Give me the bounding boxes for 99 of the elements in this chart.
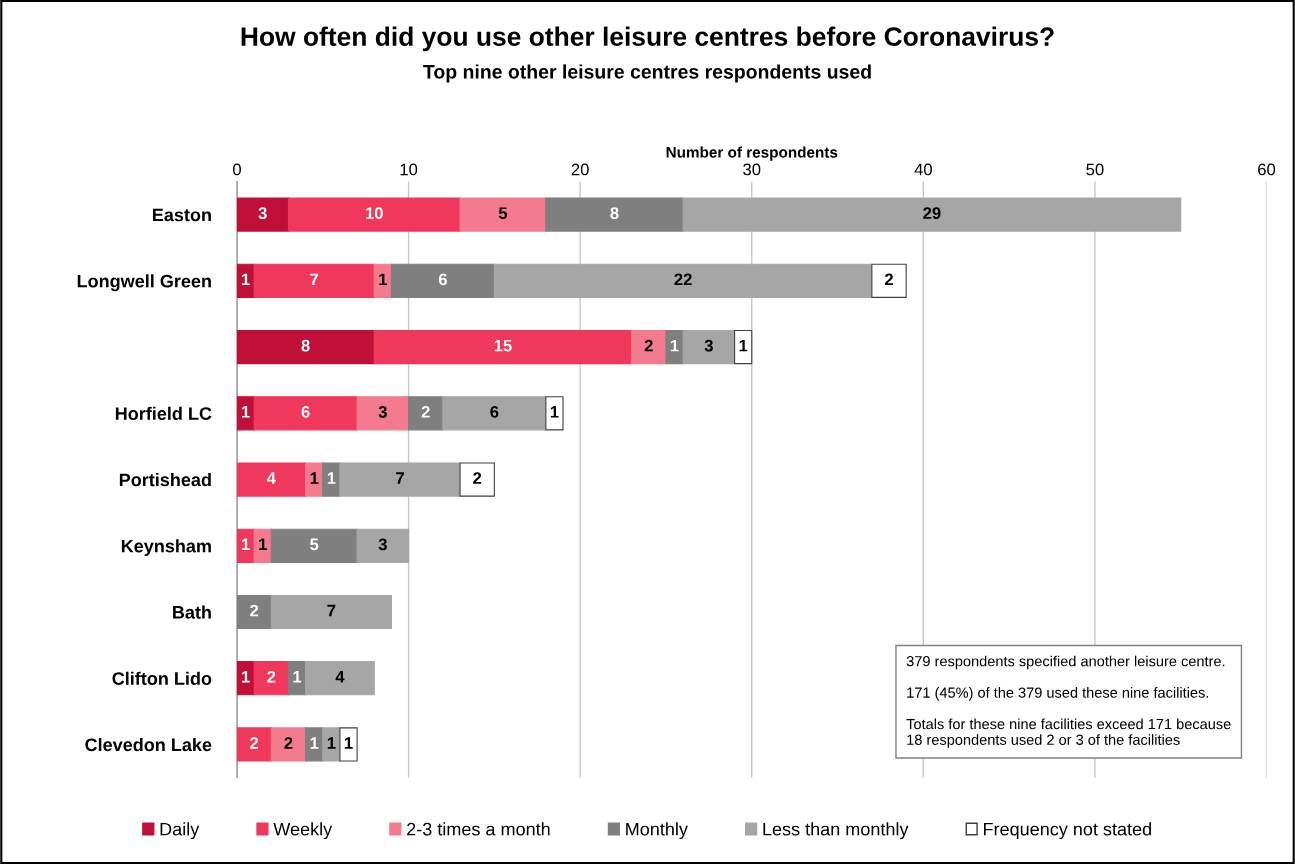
data-label: 3 [258, 207, 267, 220]
data-label: 1 [379, 273, 387, 286]
data-label: 8 [301, 339, 310, 352]
bar [631, 329, 667, 365]
data-label: 4 [335, 671, 345, 683]
data-label: 7 [396, 472, 404, 484]
data-label: 1 [739, 339, 748, 352]
data-label: 1 [293, 671, 302, 683]
data-label: 1 [241, 538, 250, 551]
bar [408, 396, 444, 431]
bar [253, 263, 375, 298]
data-label: 2 [644, 339, 653, 352]
bar [459, 197, 547, 232]
bar [236, 197, 290, 232]
bar [253, 661, 290, 696]
data-label: 6 [490, 405, 499, 418]
legend-label: 2-3 times a month [407, 822, 550, 836]
chart-title: How often did you use other leisure centres before Coronavirus? [241, 26, 1054, 52]
data-label: 8 [610, 207, 619, 220]
data-label: 22 [674, 273, 692, 286]
x-tick-label: 50 [1086, 163, 1104, 176]
text: 379 respondents specified another leisure centre. 171 (45%) of the 379 used these nine facilities. Totals for these nine facilities exceed 171 because 18 respondents used 2 or 3 of the facilities [906, 655, 1231, 748]
data-label: 1 [310, 737, 319, 749]
data-label: 6 [301, 405, 310, 418]
x-tick-label: 60 [1258, 163, 1276, 176]
bar [339, 462, 461, 497]
data-label: 1 [670, 339, 679, 352]
bar [459, 462, 495, 497]
legend-label: Weekly [273, 822, 333, 840]
y-tick-label: Easton [153, 208, 211, 222]
data-label: 7 [310, 273, 319, 286]
x-tick-label: 30 [743, 163, 761, 176]
bar [305, 661, 375, 696]
data-label: 10 [366, 207, 383, 220]
y-tick-label: Horfield LC [115, 406, 212, 420]
bar [493, 263, 873, 298]
data-label: 2 [250, 604, 259, 617]
y-tick-label: Keynsham [121, 539, 211, 557]
data-label: 2 [421, 405, 430, 418]
x-axis-title: Number of respondents [666, 146, 838, 161]
bar [236, 727, 272, 762]
data-label: 1 [241, 671, 250, 683]
y-tick-label: Clifton Lido [112, 671, 212, 685]
data-label: 1 [327, 737, 336, 749]
bar [270, 594, 392, 630]
x-tick-label: 0 [233, 163, 241, 176]
bar [442, 396, 547, 431]
chart-subtitle: Top nine other leisure centres respondents used [423, 64, 871, 83]
data-label: 29 [923, 207, 941, 220]
data-label: 7 [327, 604, 336, 617]
legend-label: Less than monthly [763, 822, 909, 840]
legend-label: Frequency not stated [983, 822, 1151, 840]
data-label: 15 [494, 339, 512, 352]
bar [682, 197, 1182, 232]
bar [373, 329, 633, 365]
bar [270, 528, 358, 563]
data-label: 3 [378, 538, 387, 551]
data-label: 2 [884, 273, 893, 286]
bar [287, 197, 461, 232]
data-label: 2 [250, 737, 259, 749]
data-label: 1 [241, 406, 250, 418]
data-label: 3 [378, 405, 387, 418]
data-label: 1 [259, 538, 267, 551]
x-tick-label: 10 [400, 163, 418, 176]
y-tick-label: Longwell Green [77, 274, 211, 292]
data-label: 2 [267, 670, 276, 683]
data-label: 2 [473, 472, 482, 484]
data-label: 1 [310, 472, 319, 484]
bar [545, 396, 564, 431]
bar [545, 197, 684, 232]
y-tick-label: Portishead [119, 472, 211, 487]
data-label: 5 [498, 207, 508, 220]
bar [253, 528, 272, 563]
bar [253, 396, 358, 431]
x-tick-label: 40 [914, 163, 932, 176]
bar [871, 263, 907, 298]
bar [236, 462, 307, 497]
bar [682, 329, 736, 365]
data-label: 1 [550, 406, 559, 418]
bar [236, 329, 375, 365]
data-label: 4 [266, 472, 276, 484]
data-label: 1 [241, 273, 250, 286]
data-label: 1 [327, 472, 336, 484]
bar [270, 727, 307, 762]
y-tick-label: Clevedon Lake [85, 737, 212, 752]
legend-label: Monthly [626, 822, 688, 840]
x-tick-label: 20 [571, 163, 589, 176]
data-label: 6 [438, 273, 447, 286]
y-tick-label: Bath [173, 605, 211, 619]
legend-label: Daily [160, 822, 200, 840]
data-label: 3 [704, 339, 713, 352]
bar [356, 396, 410, 431]
bar [734, 329, 753, 365]
bar [339, 727, 358, 762]
bar [356, 528, 410, 563]
bar [390, 263, 495, 298]
data-label: 5 [310, 538, 319, 551]
data-label: 1 [344, 737, 353, 749]
data-label: 2 [284, 737, 293, 749]
